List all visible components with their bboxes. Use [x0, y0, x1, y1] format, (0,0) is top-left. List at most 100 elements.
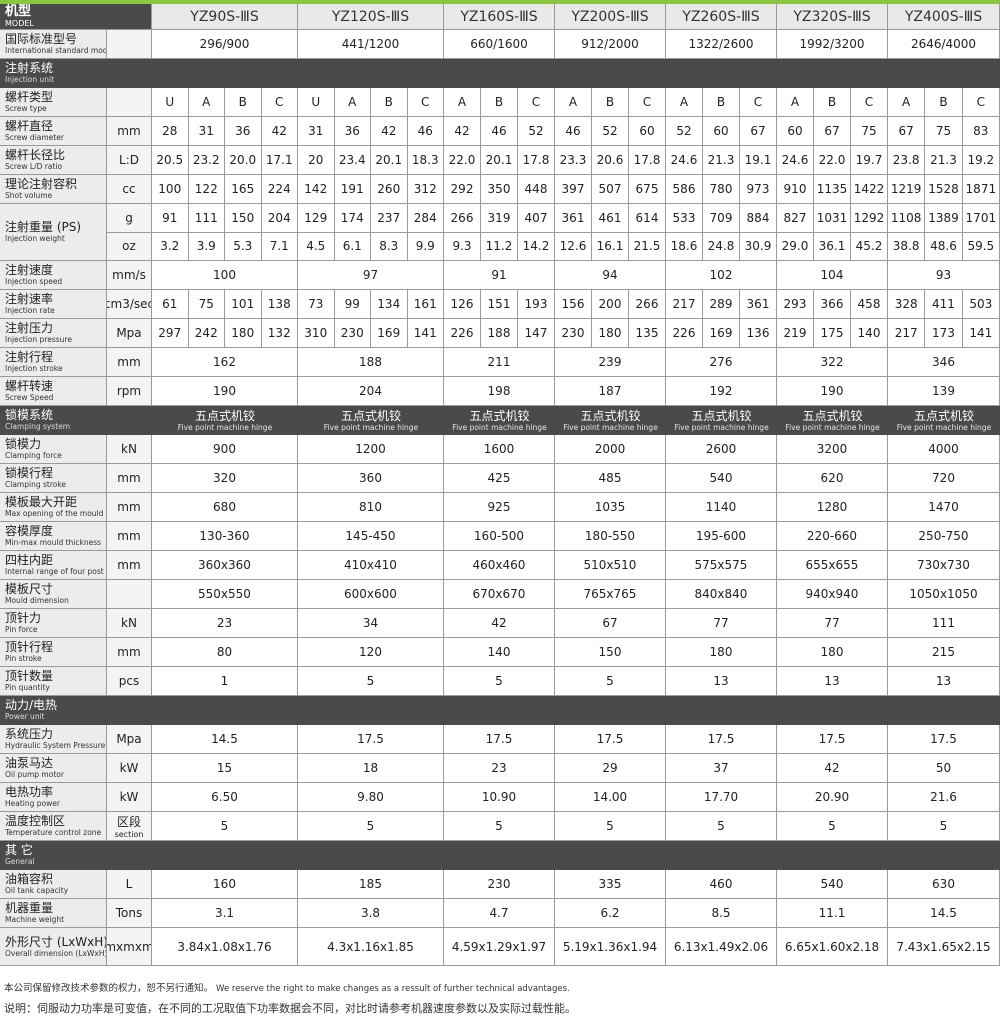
value: 20.0 [229, 153, 257, 167]
value: 4.59x1.29x1.97 [451, 939, 547, 954]
row-label: 注射压力 Injection pressure [0, 319, 107, 348]
row-label: 螺杆直径 Screw diameter [0, 117, 107, 146]
value-cell: 156 [555, 290, 592, 319]
value-cell: B [703, 88, 740, 117]
value-cell: 973 [740, 175, 777, 204]
value-cell: 6.13x1.49x2.06 [666, 928, 777, 966]
value-cell: 8.5 [666, 899, 777, 928]
unit: kN [121, 442, 137, 456]
value: 6.1 [342, 239, 362, 254]
note-en: Five point machine hinge [785, 423, 880, 432]
unit-cell: mm [107, 493, 152, 522]
value-cell: C [518, 88, 555, 117]
value: C [753, 95, 763, 109]
value-cell: 366 [814, 290, 851, 319]
value-cell: 5 [444, 667, 555, 696]
value: 52 [528, 124, 544, 138]
value-cell: 350 [481, 175, 518, 204]
label-en: Pin quantity [5, 683, 50, 692]
label-en: Screw L/D ratio [5, 162, 63, 171]
value: 6.65x1.60x2.18 [784, 939, 880, 954]
value: 17.5 [596, 732, 624, 746]
value-cell: 550x550 [152, 580, 298, 609]
section-note: 五点式机铰 Five point machine hinge [888, 406, 1000, 435]
unit-cell: pcs [107, 667, 152, 696]
value: 23.2 [192, 153, 220, 167]
value-cell: 780 [703, 175, 740, 204]
value: 7.1 [269, 239, 289, 254]
value: 104 [820, 268, 844, 282]
row-label: 容模厚度 Min-max mould thickness [0, 522, 107, 551]
value-cell: 361 [555, 204, 592, 233]
value-cell: 840x840 [666, 580, 777, 609]
value-cell: 31 [188, 117, 225, 146]
value-cell: 4.7 [444, 899, 555, 928]
value-cell: C [261, 88, 298, 117]
value: 11.2 [485, 239, 513, 254]
value: 60 [639, 124, 655, 138]
value-cell: 111 [188, 204, 225, 233]
value-cell: 1200 [298, 435, 444, 464]
value-cell: 6.65x1.60x2.18 [777, 928, 888, 966]
value-cell: 102 [666, 261, 777, 290]
section-title: 其 它 General [0, 841, 1000, 870]
value-cell: 151 [481, 290, 518, 319]
value: 1050x1050 [909, 587, 978, 601]
value-cell: 5 [555, 812, 666, 841]
value-cell: 20.1 [481, 146, 518, 175]
value-cell: 162 [152, 348, 298, 377]
value: 540 [820, 877, 844, 891]
label-en: Oil tank capacity [5, 886, 69, 895]
label-cn: 螺杆长径比 [5, 148, 66, 162]
value: 29 [602, 761, 618, 775]
value-cell: 52 [518, 117, 555, 146]
value-cell: 111 [888, 609, 1000, 638]
value-cell: 18.3 [407, 146, 444, 175]
value-cell: 160-500 [444, 522, 555, 551]
unit: mm [117, 355, 141, 369]
value-cell: 320 [152, 464, 298, 493]
unit: Mpa [116, 732, 142, 746]
value: 217 [894, 326, 918, 340]
remark: 说明：伺服动力功率是可变值，在不同的工况取值下功率数据会不同，对比时请参考机器速… [4, 1002, 576, 1015]
value: 397 [561, 182, 585, 196]
label-cn: 温度控制区 [5, 814, 66, 828]
notice-cn: 本公司保留修改技术参数的权力，恕不另行通知。 [4, 983, 214, 994]
value-cell: 141 [407, 319, 444, 348]
value: 101 [231, 297, 255, 311]
value: 1135 [816, 182, 848, 196]
value-cell: 5 [298, 812, 444, 841]
value-cell: 910 [777, 175, 814, 204]
unit: 区段 [116, 815, 141, 829]
value: 410x410 [344, 558, 397, 572]
value: 24.8 [707, 239, 735, 254]
value-cell: 5.3 [225, 232, 262, 261]
value-cell: C [851, 88, 888, 117]
value: 175 [820, 326, 844, 340]
value: 5 [606, 674, 614, 688]
value-cell: 441/1200 [298, 30, 444, 59]
unit: L [125, 877, 133, 891]
value-cell: 22.0 [814, 146, 851, 175]
value-cell: 230 [444, 870, 555, 899]
value: 230 [487, 877, 511, 891]
label-en: Min-max mould thickness [5, 538, 102, 547]
value: 24.6 [781, 153, 809, 167]
unit: mm [117, 529, 141, 543]
value: 360 [359, 471, 382, 485]
value-cell: 361 [740, 290, 777, 319]
label-cn: 顶针力 [5, 611, 42, 625]
value: 2600 [705, 442, 737, 456]
value-cell: A [777, 88, 814, 117]
value: B [716, 95, 726, 109]
value: 21.6 [930, 790, 957, 804]
label-cn: 锁模行程 [5, 466, 54, 480]
value: 28 [162, 124, 178, 138]
value-cell: 17.5 [298, 725, 444, 754]
value: 190 [820, 384, 844, 398]
unit-cell: cm3/sec [107, 290, 152, 319]
value: 20.5 [156, 153, 184, 167]
note-cn: 五点式机铰 [469, 409, 530, 423]
value: 940x940 [805, 587, 859, 601]
note-cn: 五点式机铰 [691, 409, 752, 423]
